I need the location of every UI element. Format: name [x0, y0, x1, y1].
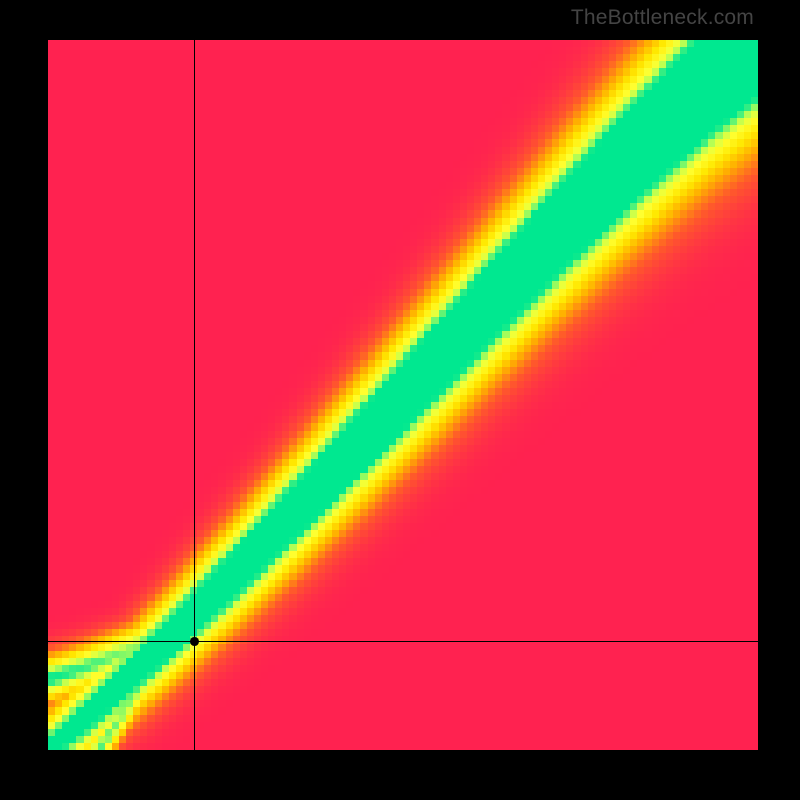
heatmap-plot [48, 40, 758, 750]
watermark-text: TheBottleneck.com [571, 6, 754, 30]
heatmap-canvas [48, 40, 758, 750]
